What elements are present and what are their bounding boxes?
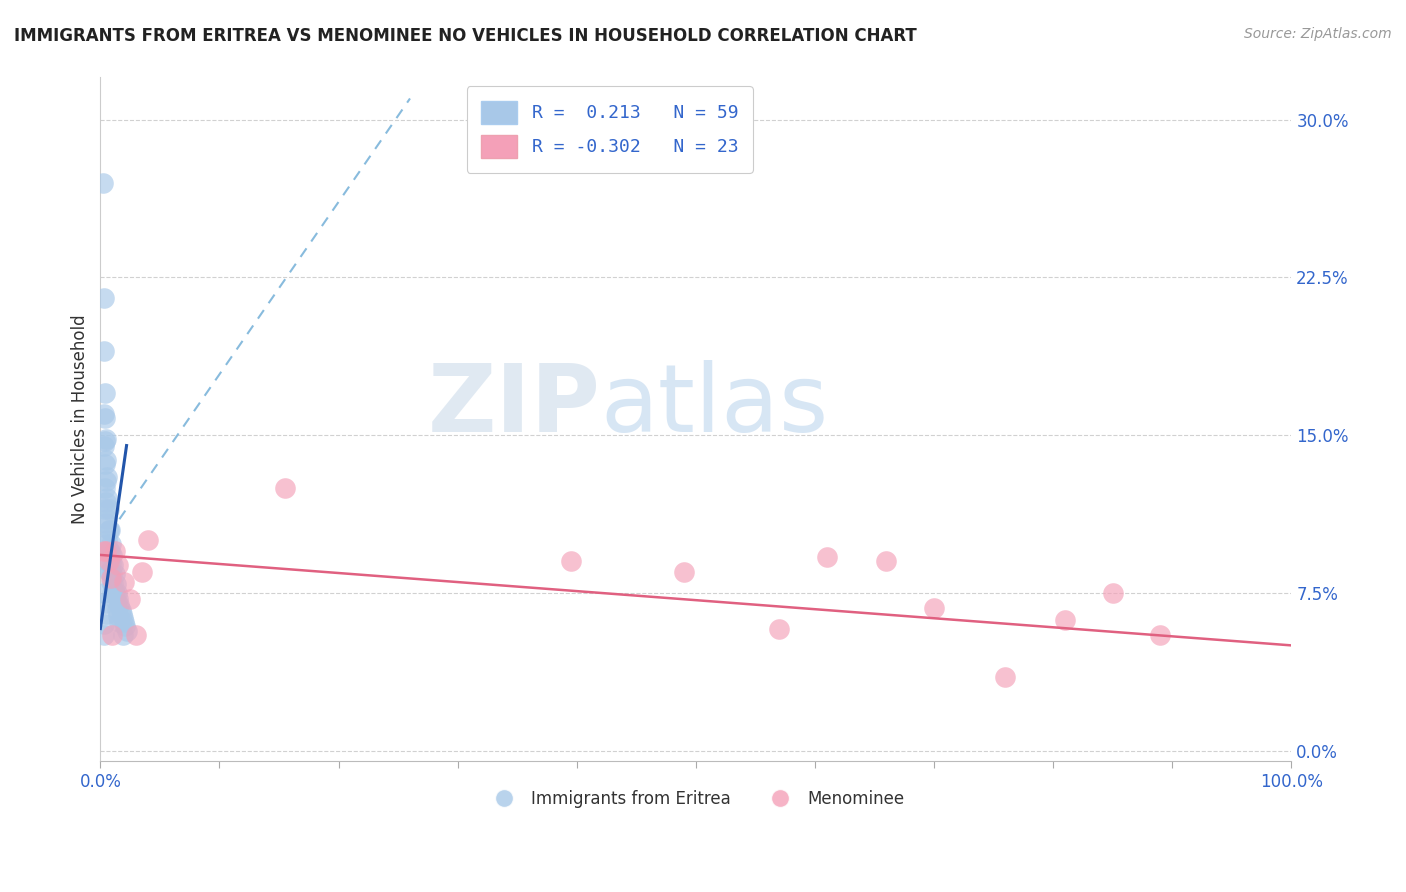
Point — [104, 586, 127, 600]
Point — [100, 557, 122, 571]
Y-axis label: No Vehicles in Household: No Vehicles in Household — [72, 315, 89, 524]
Point — [125, 628, 148, 642]
Point — [114, 619, 136, 633]
Point — [97, 501, 120, 516]
Point — [98, 543, 121, 558]
Point — [96, 543, 118, 558]
Point — [98, 523, 121, 537]
Point — [922, 600, 945, 615]
Point — [94, 501, 117, 516]
Point — [560, 554, 582, 568]
Point — [107, 592, 129, 607]
Point — [94, 386, 117, 401]
Point — [94, 596, 117, 610]
Point — [672, 565, 695, 579]
Point — [100, 571, 122, 585]
Point — [93, 617, 115, 632]
Point — [96, 537, 118, 551]
Point — [101, 586, 124, 600]
Point — [96, 554, 118, 568]
Point — [120, 592, 142, 607]
Point — [94, 434, 117, 449]
Text: IMMIGRANTS FROM ERITREA VS MENOMINEE NO VEHICLES IN HOUSEHOLD CORRELATION CHART: IMMIGRANTS FROM ERITREA VS MENOMINEE NO … — [14, 27, 917, 45]
Point — [96, 491, 118, 505]
Point — [107, 609, 129, 624]
Text: ZIP: ZIP — [427, 359, 600, 451]
Point — [97, 543, 120, 558]
Point — [93, 543, 115, 558]
Point — [96, 607, 118, 621]
Point — [875, 554, 897, 568]
Legend: Immigrants from Eritrea, Menominee: Immigrants from Eritrea, Menominee — [481, 783, 911, 814]
Point — [94, 458, 117, 472]
Point — [97, 554, 120, 568]
Point — [111, 611, 134, 625]
Point — [97, 523, 120, 537]
Point — [93, 291, 115, 305]
Point — [105, 586, 128, 600]
Point — [96, 495, 118, 509]
Point — [815, 549, 838, 564]
Point — [96, 432, 118, 446]
Point — [111, 607, 134, 621]
Point — [91, 176, 114, 190]
Point — [108, 599, 131, 613]
Point — [110, 602, 132, 616]
Point — [104, 577, 127, 591]
Point — [100, 537, 122, 551]
Point — [93, 628, 115, 642]
Point — [104, 594, 127, 608]
Text: Source: ZipAtlas.com: Source: ZipAtlas.com — [1244, 27, 1392, 41]
Point — [101, 628, 124, 642]
Point — [131, 565, 153, 579]
Point — [96, 512, 118, 526]
Point — [96, 470, 118, 484]
Point — [1149, 628, 1171, 642]
Point — [108, 615, 131, 630]
Point — [111, 628, 134, 642]
Point — [103, 558, 125, 573]
Point — [107, 558, 129, 573]
Point — [96, 533, 118, 548]
Point — [100, 575, 122, 590]
Point — [274, 481, 297, 495]
Point — [1054, 613, 1077, 627]
Point — [101, 548, 124, 562]
Point — [103, 577, 125, 591]
Point — [93, 586, 115, 600]
Point — [98, 565, 121, 579]
Point — [97, 565, 120, 579]
Point — [1101, 586, 1123, 600]
Point — [768, 622, 790, 636]
Point — [93, 438, 115, 452]
Point — [115, 624, 138, 638]
Point — [96, 453, 118, 467]
Point — [994, 670, 1017, 684]
Point — [104, 566, 127, 581]
Point — [96, 516, 118, 531]
Text: atlas: atlas — [600, 359, 828, 451]
Point — [104, 543, 127, 558]
Point — [105, 602, 128, 616]
Point — [112, 575, 135, 590]
Point — [112, 615, 135, 630]
Point — [96, 475, 118, 489]
Point — [94, 411, 117, 425]
Point — [136, 533, 159, 548]
Point — [93, 407, 115, 421]
Point — [94, 481, 117, 495]
Point — [101, 566, 124, 581]
Point — [93, 343, 115, 358]
